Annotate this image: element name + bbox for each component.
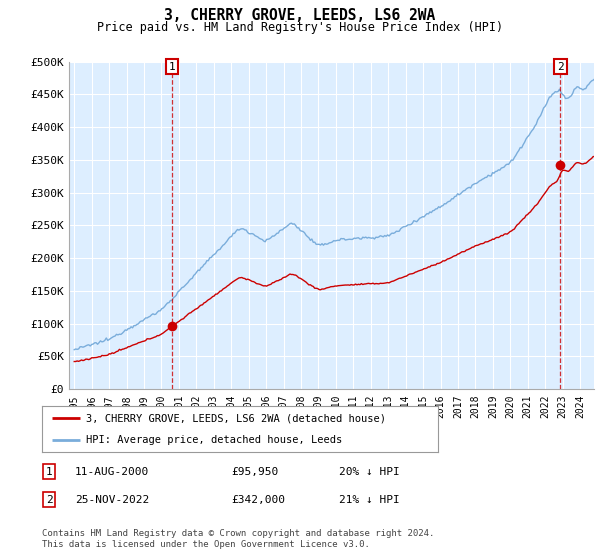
Text: 1: 1 [46,466,53,477]
Text: 3, CHERRY GROVE, LEEDS, LS6 2WA (detached house): 3, CHERRY GROVE, LEEDS, LS6 2WA (detache… [86,413,386,423]
Text: £342,000: £342,000 [231,494,285,505]
Text: 25-NOV-2022: 25-NOV-2022 [75,494,149,505]
Text: £95,950: £95,950 [231,466,278,477]
Text: 11-AUG-2000: 11-AUG-2000 [75,466,149,477]
Text: 20% ↓ HPI: 20% ↓ HPI [339,466,400,477]
Text: 21% ↓ HPI: 21% ↓ HPI [339,494,400,505]
Text: 1: 1 [169,62,176,72]
Text: 3, CHERRY GROVE, LEEDS, LS6 2WA: 3, CHERRY GROVE, LEEDS, LS6 2WA [164,8,436,24]
Text: Contains HM Land Registry data © Crown copyright and database right 2024.
This d: Contains HM Land Registry data © Crown c… [42,529,434,549]
Text: 2: 2 [557,62,564,72]
Text: HPI: Average price, detached house, Leeds: HPI: Average price, detached house, Leed… [86,435,342,445]
Text: Price paid vs. HM Land Registry's House Price Index (HPI): Price paid vs. HM Land Registry's House … [97,21,503,34]
Text: 2: 2 [46,494,53,505]
